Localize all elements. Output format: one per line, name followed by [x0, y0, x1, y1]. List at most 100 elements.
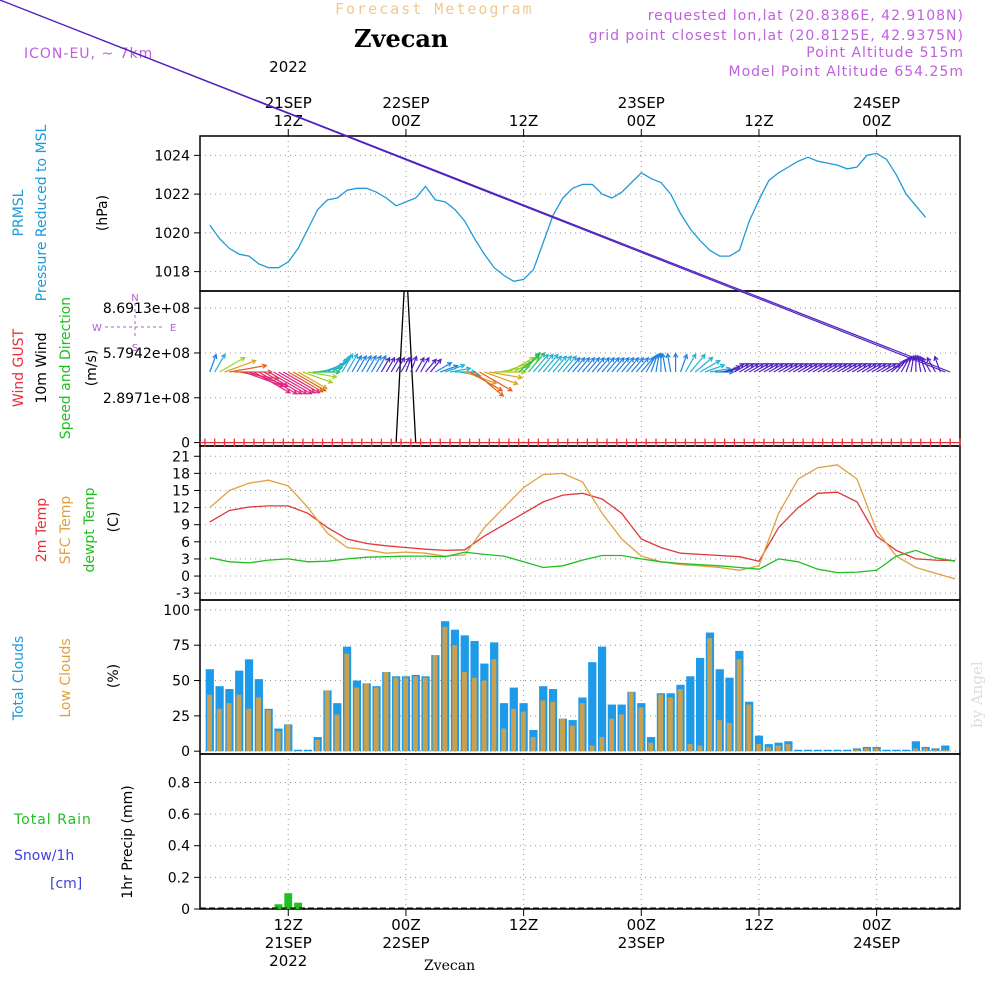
wind-arrow	[435, 362, 452, 373]
wind-arrow	[586, 357, 600, 373]
wind-arrow	[371, 355, 382, 373]
wind-arrow-head	[634, 356, 640, 363]
wind-arrow	[415, 357, 425, 373]
pressure-line	[209, 152, 927, 282]
y-tick-label: 0	[181, 436, 190, 452]
wind-arrow	[375, 355, 387, 373]
wind-arrow-head	[629, 356, 635, 363]
wind-arrow	[420, 357, 430, 373]
x-tick-label-bottom: 22SEP	[382, 934, 429, 952]
wind-arrow	[666, 353, 672, 373]
model-name: ICON-EU, ~ 7km	[24, 46, 154, 62]
low-cloud-bar	[452, 645, 458, 752]
low-cloud-bar	[579, 703, 585, 752]
wind-arrow-head	[609, 356, 615, 363]
wind-arrow-head	[273, 375, 280, 381]
y-tick-label: 21	[172, 449, 190, 465]
x-tick-label-bottom: 12Z	[274, 916, 303, 934]
wind-arrow-head	[517, 374, 524, 380]
low-cloud-bar	[236, 694, 242, 752]
low-cloud-bar	[334, 714, 340, 752]
wind-arrow-head	[436, 358, 442, 364]
low-cloud-bar	[481, 680, 487, 752]
wind-arrow	[351, 355, 362, 373]
wind-arrow-head	[783, 363, 790, 368]
pressure-label-2: Pressure Reduced to MSL	[34, 124, 50, 301]
low-cloud-bar	[354, 687, 360, 752]
wind-arrow-head	[314, 388, 321, 394]
wind-arrow	[591, 357, 605, 373]
low-cloud-bar	[628, 691, 634, 752]
wind-arrow-head	[763, 363, 770, 368]
low-cloud-bar	[216, 708, 222, 752]
wind-arrow	[635, 357, 649, 373]
gridpoint-coords: grid point closest lon,lat (20.8125E, 42…	[588, 28, 964, 44]
wind-arrow-head	[638, 356, 645, 363]
low-cloud-bar	[707, 638, 713, 752]
low-cloud-bar	[746, 704, 752, 752]
wind-arrow	[679, 354, 688, 373]
wind-arrow-head	[802, 363, 809, 368]
wind-arrow	[258, 371, 297, 395]
wind-arrow	[253, 371, 291, 394]
wind-arrow	[361, 355, 372, 373]
compass-w: W	[92, 323, 102, 334]
wind-arrow	[577, 357, 590, 373]
wind-arrow	[224, 360, 256, 373]
wind-arrow-head	[773, 363, 780, 368]
wind-arrow	[385, 357, 396, 373]
wind-arrow-head	[793, 363, 799, 368]
wind-arrow-head	[604, 356, 610, 363]
wind-arrow	[356, 355, 367, 373]
wind-arrow-head	[322, 384, 328, 390]
pressure-unit: (hPa)	[95, 195, 111, 231]
low-cloud-bar	[638, 707, 644, 752]
x-tick-label-bottom: 24SEP	[853, 934, 900, 952]
y-tick-label: 12	[172, 501, 190, 517]
x-tick-label-bottom: 12Z	[509, 916, 538, 934]
wind-arrow	[542, 354, 559, 373]
low-cloud-bar	[393, 677, 399, 752]
wind-arrow	[866, 363, 882, 373]
low-cloud-bar	[432, 655, 438, 752]
wind-arrow	[479, 371, 513, 392]
wind-arrow	[621, 357, 635, 373]
total-cloud-bar	[244, 659, 254, 752]
low-cloud-bar	[864, 748, 869, 752]
gust-line	[395, 291, 426, 444]
wind-arrow	[748, 363, 764, 373]
wind-arrow-head	[842, 363, 848, 368]
wind-arrow	[508, 356, 535, 373]
compass-s: S	[132, 343, 138, 354]
low-cloud-bar	[932, 749, 938, 752]
wind-arrow	[895, 359, 908, 373]
wind-arrow-head	[847, 363, 853, 368]
y-tick-label: 2.8971e+08	[103, 391, 190, 407]
wind-arrow-head	[672, 352, 679, 358]
temp-sfc-line	[209, 464, 956, 580]
precip-unit: 1hr Precip (mm)	[120, 785, 136, 898]
wind-arrow-head	[691, 353, 697, 359]
wind-arrow-head	[933, 355, 939, 362]
rain-bar	[284, 893, 293, 909]
pressure-label-1: PRMSL	[11, 189, 27, 236]
wind-arrow-head	[744, 363, 750, 368]
wind-arrow-head	[866, 363, 873, 368]
low-cloud-bar	[373, 687, 379, 752]
wind-arrow	[601, 357, 615, 373]
low-cloud-bar	[226, 703, 232, 752]
y-tick-label: 3	[181, 552, 190, 568]
low-cloud-bar	[550, 701, 556, 752]
x-tick-label-bottom: 2022	[269, 952, 307, 970]
wind-arrow-head	[584, 356, 591, 363]
chart-title: Forecast Meteogram	[335, 0, 534, 18]
wind-arrow	[380, 357, 391, 373]
station-name: Zvecan	[354, 24, 449, 53]
wind-arrow-head	[507, 386, 514, 392]
wind-arrow-head	[719, 363, 726, 369]
total-cloud-bar	[725, 677, 734, 752]
total-cloud-bar	[696, 657, 705, 752]
low-cloud-bar	[618, 714, 624, 752]
low-cloud-bar	[314, 739, 320, 752]
total-cloud-bar	[303, 749, 312, 752]
